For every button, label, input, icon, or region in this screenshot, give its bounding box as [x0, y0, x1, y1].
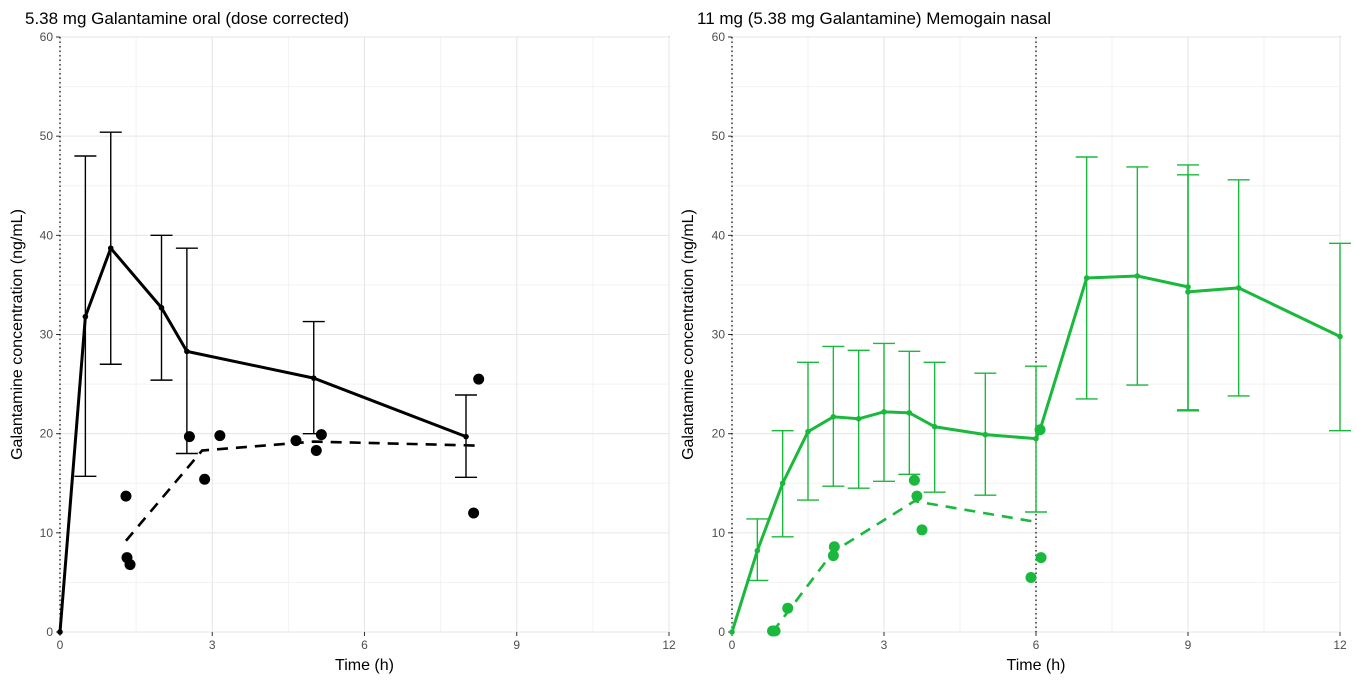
- scatter-point: [290, 435, 302, 447]
- scatter-point: [120, 490, 132, 502]
- scatter-point: [1034, 424, 1046, 436]
- x-tick-label: 0: [729, 638, 736, 652]
- y-tick-label: 20: [712, 427, 726, 441]
- mean-point: [463, 433, 469, 440]
- y-tick-label: 0: [718, 625, 725, 639]
- x-tick-label: 0: [57, 638, 64, 652]
- panel-title-nasal: 11 mg (5.38 mg Galantamine) Memogain nas…: [697, 9, 1051, 28]
- scatter-point: [828, 541, 840, 553]
- scatter-point: [124, 559, 136, 571]
- x-tick-label: 12: [662, 638, 676, 652]
- mean-point: [729, 629, 735, 635]
- mean-point: [779, 480, 786, 487]
- scatter-point: [1035, 552, 1047, 564]
- scatter-point: [908, 474, 920, 486]
- y-tick-label: 30: [40, 328, 54, 342]
- x-tick-label: 9: [1185, 638, 1192, 652]
- scatter-point: [1025, 571, 1037, 583]
- mean-point: [754, 547, 761, 554]
- x-axis-title-oral: Time (h): [335, 657, 394, 674]
- y-tick-label: 30: [712, 328, 726, 342]
- dashed-line: [771, 499, 1037, 633]
- mean-point: [1185, 289, 1191, 295]
- mean-point: [107, 245, 114, 252]
- scatter-point: [769, 625, 781, 637]
- y-tick-label: 40: [40, 228, 54, 242]
- x-tick-label: 6: [1033, 638, 1040, 652]
- y-tick-label: 60: [712, 30, 726, 44]
- mean-point: [184, 348, 190, 355]
- mean-point: [805, 428, 811, 435]
- scatter-point: [315, 429, 327, 441]
- mean-point: [1083, 275, 1090, 281]
- panel-nasal: 11 mg (5.38 mg Galantamine) Memogain nas…: [680, 9, 1351, 674]
- mean-point: [982, 431, 989, 438]
- scatter-point: [473, 373, 485, 385]
- mean-point: [830, 414, 837, 420]
- scatter-point: [827, 550, 839, 562]
- scatter-point: [911, 490, 923, 502]
- x-tick-label: 9: [513, 638, 520, 652]
- y-tick-label: 60: [40, 30, 54, 44]
- y-axis-title-oral: Galantamine concentration (ng/mL): [9, 209, 26, 460]
- x-tick-label: 12: [1333, 638, 1347, 652]
- x-tick-label: 3: [881, 638, 888, 652]
- scatter-point: [468, 507, 480, 519]
- mean-point: [855, 415, 862, 422]
- points-oral: [120, 373, 485, 571]
- x-tick-label: 6: [361, 638, 368, 652]
- scatter-point: [199, 473, 211, 485]
- vlines-nasal: [731, 37, 1037, 632]
- mean-point: [82, 313, 89, 320]
- scatter-point: [183, 431, 195, 443]
- y-axis-title-nasal: Galantamine concentration (ng/mL): [680, 209, 697, 460]
- scatter-point: [782, 602, 794, 614]
- panel-title-oral: 5.38 mg Galantamine oral (dose corrected…: [25, 9, 349, 28]
- mean-point: [1337, 333, 1343, 340]
- mean-point: [1033, 435, 1039, 442]
- panel-oral: 5.38 mg Galantamine oral (dose corrected…: [9, 9, 676, 674]
- y-tick-label: 50: [712, 129, 726, 143]
- x-tick-label: 3: [209, 638, 216, 652]
- y-tick-label: 20: [40, 427, 54, 441]
- scatter-point: [310, 445, 322, 457]
- grid-oral: [59, 36, 670, 633]
- x-axis-title-nasal: Time (h): [1007, 657, 1066, 674]
- ticks-oral: 0 3 6 9 12 0 10 20 30 40 50 60: [40, 30, 676, 652]
- y-tick-label: 10: [712, 526, 726, 540]
- points-nasal: [767, 424, 1047, 637]
- mean-point: [1134, 273, 1141, 279]
- mean-point: [906, 410, 913, 416]
- dashed-line: [124, 440, 477, 542]
- scatter-point: [214, 430, 226, 442]
- mean-point: [158, 304, 165, 311]
- lines-oral: [57, 245, 477, 635]
- y-tick-label: 40: [712, 228, 726, 242]
- mean-point: [931, 423, 938, 430]
- y-tick-label: 10: [40, 526, 54, 540]
- mean-point: [1235, 285, 1242, 291]
- mean-point: [57, 629, 63, 635]
- mean-point: [881, 409, 887, 415]
- mean-point: [1185, 284, 1191, 290]
- mean-point: [310, 375, 317, 381]
- scatter-point: [916, 524, 928, 536]
- y-tick-label: 50: [40, 129, 54, 143]
- y-tick-label: 0: [46, 625, 53, 639]
